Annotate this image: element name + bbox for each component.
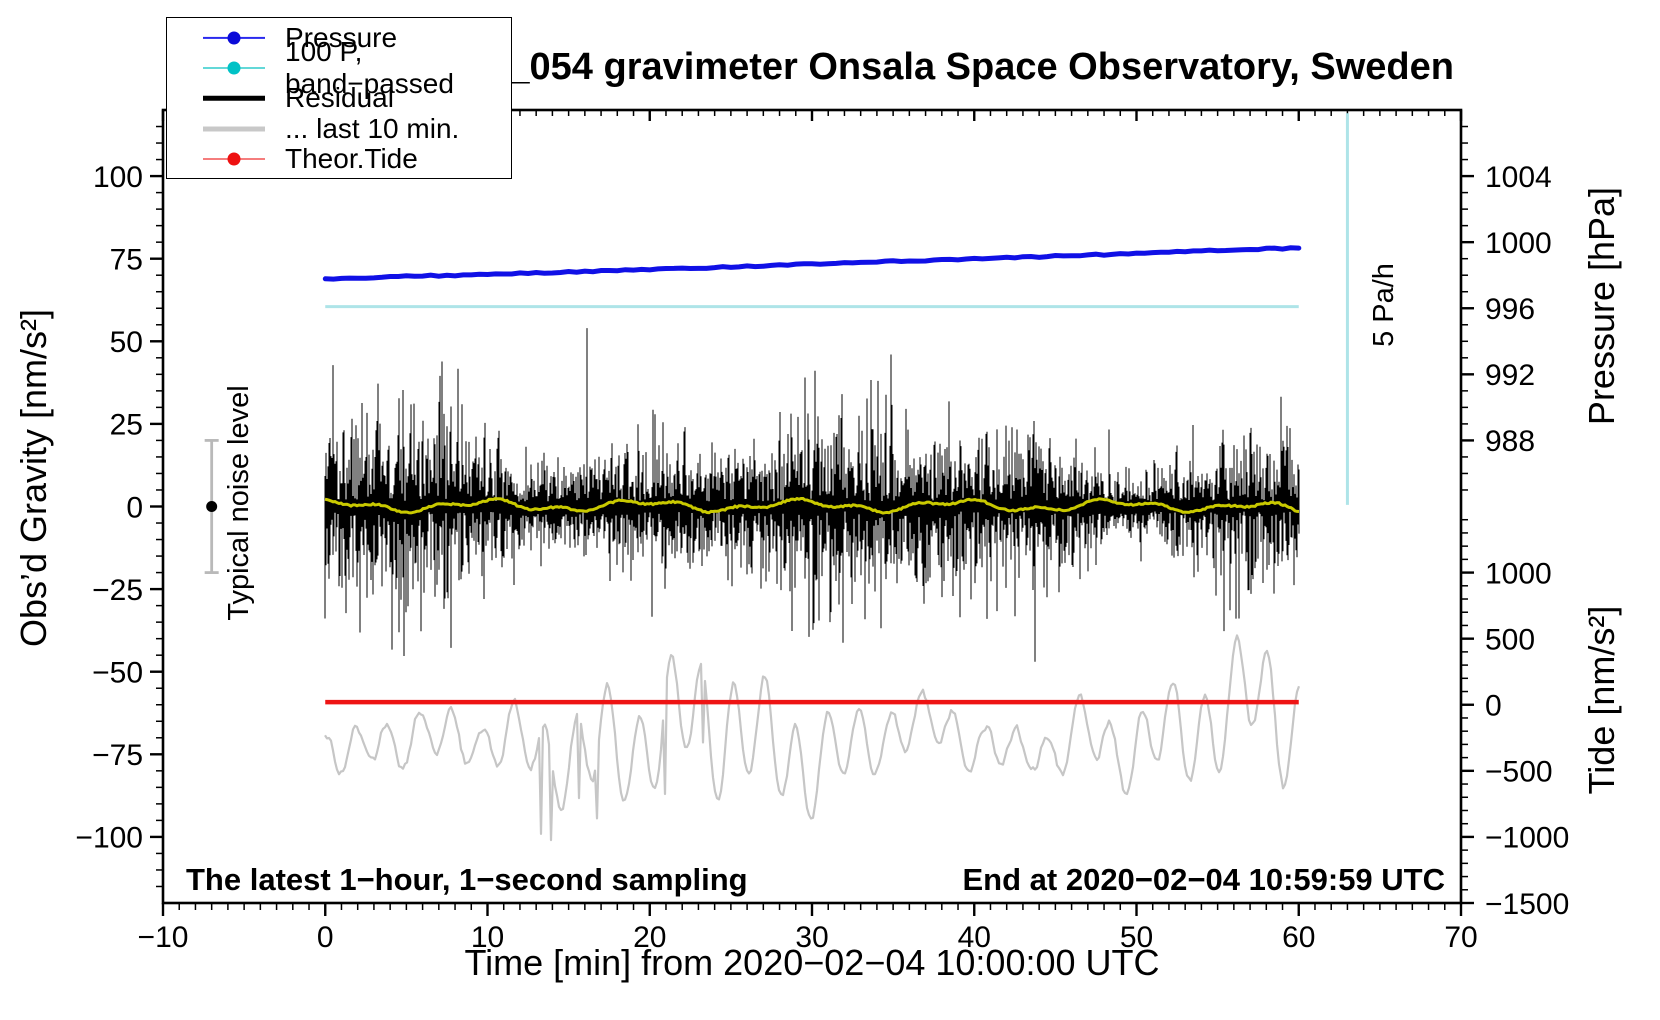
legend-label: Residual: [285, 82, 394, 114]
tick-label: −75: [92, 739, 143, 772]
legend-item-theortide: Theor.Tide: [167, 142, 511, 174]
tick-label: 0: [126, 491, 143, 524]
tick-label: 40: [958, 921, 991, 954]
last10-line-swatch: [203, 114, 265, 144]
legend-item-bandpassed: 100 P, band−passed: [167, 36, 511, 99]
tick-label: 50: [110, 326, 143, 359]
residual-smoothed-series: [324, 496, 1300, 515]
legend-label: Pressure: [285, 22, 398, 54]
tick-label: 60: [1282, 921, 1315, 954]
tick-label: 1000: [1485, 227, 1552, 260]
tick-label: 996: [1485, 293, 1535, 326]
tide-axis-title: Tide [nm/s²]: [1581, 605, 1622, 795]
bandpassed-line-swatch: [203, 53, 265, 83]
data-series: [204, 113, 1349, 842]
x-axis-title: Time [min] from 2020−02−04 10:00:00 UTC: [464, 942, 1160, 983]
legend-label: 100 P, band−passed: [285, 36, 454, 100]
tick-label: 992: [1485, 359, 1535, 392]
last10-series: [324, 634, 1301, 842]
tick-label: −10: [138, 921, 189, 954]
tick-label: 500: [1485, 623, 1535, 656]
tick-label: 988: [1485, 425, 1535, 458]
tick-label: 100: [93, 161, 143, 194]
legend-item-residual: Residual: [167, 82, 511, 114]
noise-level-label: Typical noise level: [223, 385, 255, 621]
residual-series: [324, 328, 1300, 662]
tick-label: 20: [633, 921, 666, 954]
tick-label: −100: [75, 822, 143, 855]
tick-label: 75: [110, 243, 143, 276]
tick-label: −1500: [1485, 888, 1569, 921]
tick-label: 10: [471, 921, 504, 954]
tick-label: 50: [1120, 921, 1153, 954]
page-title: SCG_054 gravimeter Onsala Space Observat…: [426, 46, 1454, 88]
tick-label: 25: [110, 409, 143, 442]
theortide-dot-icon: [227, 152, 241, 166]
tick-label: −50: [92, 657, 143, 690]
bandpassed-dot-icon: [227, 61, 241, 75]
tick-label: −500: [1485, 756, 1553, 789]
end-time-annotation: End at 2020−02−04 10:59:59 UTC: [962, 862, 1446, 897]
tick-labels: −10 0 10 20 30 40 50 60 701007550250−25−50−75−10…: [75, 161, 1569, 954]
residual-line-swatch: [203, 83, 265, 113]
tick-label: 1004: [1485, 161, 1552, 194]
tick-label: 0: [317, 921, 334, 954]
legend-box: Pressure 100 P, band−passed Residual ...…: [166, 17, 512, 179]
sampling-annotation: The latest 1−hour, 1−second sampling: [186, 862, 748, 897]
tick-label: 30: [795, 921, 828, 954]
tick-label: −1000: [1485, 822, 1569, 855]
gravity-axis-title: Obs’d Gravity [nm/s²]: [13, 308, 54, 648]
legend-item-pressure: Pressure: [167, 22, 511, 54]
pressure-line-swatch: [203, 23, 265, 53]
legend-item-last10: ... last 10 min.: [167, 112, 511, 144]
tick-label: 1000: [1485, 557, 1552, 590]
tick-label: −25: [92, 574, 143, 607]
theortide-line-swatch: [203, 144, 265, 174]
pressure-scale-label: 5 Pa/h: [1368, 263, 1400, 347]
legend-label: Theor.Tide: [285, 142, 418, 174]
noise-level-dot: [206, 501, 218, 512]
pressure-dot-icon: [227, 31, 241, 45]
legend-label: ... last 10 min.: [285, 112, 460, 144]
tick-label: 70: [1444, 921, 1477, 954]
tick-label: 0: [1485, 690, 1502, 723]
pressure-series: [322, 245, 1302, 282]
noise-level-marker: [204, 439, 219, 574]
